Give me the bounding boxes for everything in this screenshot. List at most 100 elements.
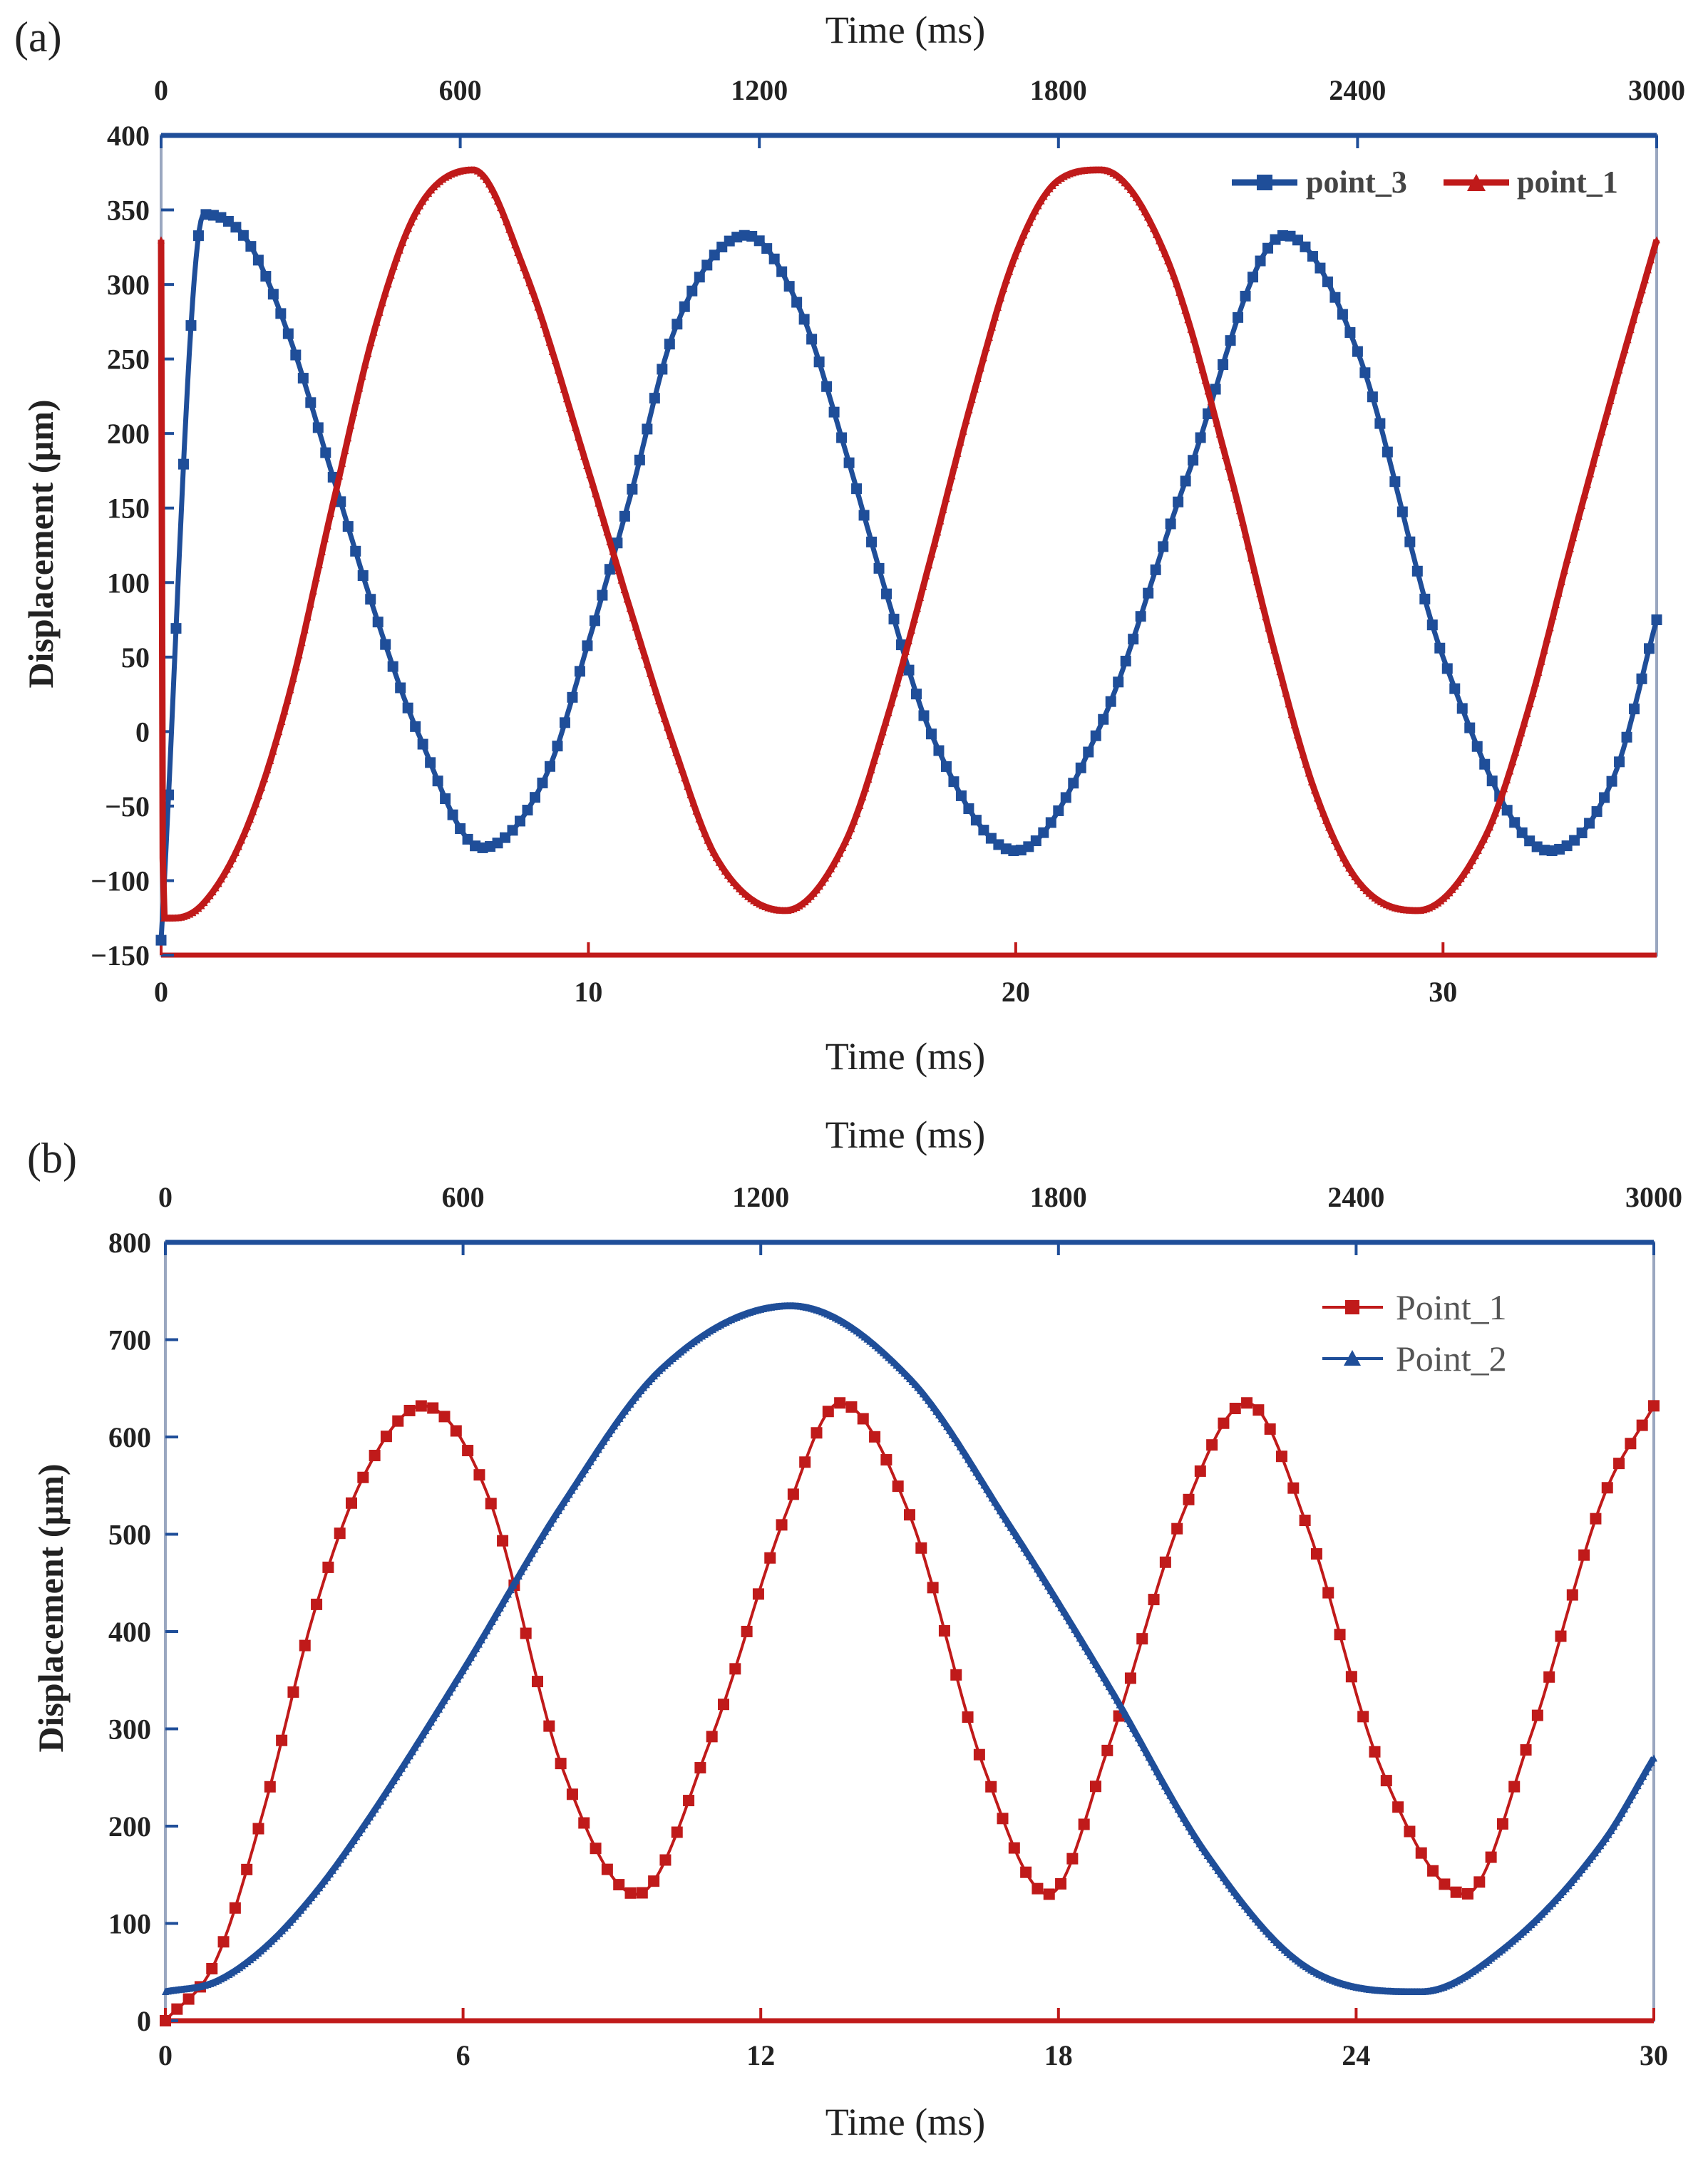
data-point (1259, 602, 1267, 609)
data-point (396, 246, 403, 254)
data-point (1342, 859, 1350, 867)
data-point (1132, 194, 1140, 202)
data-point (902, 647, 910, 655)
data-point (514, 249, 522, 257)
data-point (1285, 700, 1292, 708)
panel-a-ytick-label: 150 (107, 493, 150, 525)
data-point (309, 587, 317, 594)
data-point (1339, 854, 1347, 862)
data-point (671, 1826, 683, 1838)
data-point (252, 254, 264, 266)
data-point (1457, 875, 1465, 882)
data-point (601, 1863, 613, 1875)
data-point (357, 570, 369, 582)
data-point (851, 483, 863, 495)
data-point (858, 510, 870, 521)
data-point (1531, 1709, 1543, 1721)
data-point (1135, 198, 1143, 206)
data-point (597, 509, 605, 517)
data-point (350, 408, 358, 416)
data-point (1213, 419, 1220, 427)
data-point (356, 1829, 364, 1837)
data-point (1173, 496, 1184, 507)
data-point (623, 595, 631, 603)
data-point (965, 406, 973, 413)
data-point (171, 2003, 183, 2015)
data-point (229, 855, 237, 862)
data-point (1299, 1515, 1311, 1527)
data-point (1506, 767, 1514, 775)
data-point (1615, 1814, 1623, 1822)
data-point (1270, 646, 1278, 654)
data-point (1632, 306, 1640, 314)
data-point (1345, 864, 1353, 872)
data-point (264, 1781, 276, 1793)
data-point (249, 808, 257, 815)
data-point (931, 539, 939, 547)
data-point (1543, 635, 1551, 643)
data-point (555, 1758, 567, 1770)
data-point (1165, 518, 1176, 530)
data-point (899, 658, 907, 666)
data-point (226, 860, 234, 867)
data-point (1625, 1438, 1637, 1450)
data-point (879, 728, 887, 736)
data-point (729, 878, 737, 886)
data-point (1612, 376, 1620, 384)
data-point (1351, 872, 1359, 880)
data-point (1028, 1557, 1036, 1565)
data-point (1411, 565, 1423, 577)
data-point (1650, 1754, 1657, 1762)
data-point (885, 708, 892, 716)
data-point (1618, 1810, 1626, 1818)
data-point (951, 1435, 959, 1443)
data-point (1630, 316, 1637, 324)
data-point (1180, 1814, 1188, 1822)
data-point (281, 707, 289, 715)
data-point (1313, 794, 1321, 802)
data-point (850, 818, 858, 825)
legend-point-3-marker (1257, 175, 1272, 190)
data-point (536, 1536, 544, 1544)
data-point (1558, 578, 1565, 586)
data-point (989, 323, 997, 331)
data-point (1090, 730, 1101, 741)
data-point (1489, 816, 1497, 824)
data-point (1031, 1561, 1039, 1569)
data-point (857, 1413, 869, 1425)
data-point (408, 218, 416, 226)
data-point (626, 604, 634, 612)
data-point (505, 225, 513, 233)
data-point (1334, 1629, 1346, 1641)
data-point (813, 886, 820, 894)
data-point (1460, 870, 1468, 878)
data-point (1151, 1763, 1158, 1771)
data-point (329, 1866, 336, 1874)
data-point (1334, 843, 1342, 850)
data-point (1267, 635, 1275, 643)
data-point (971, 385, 979, 393)
data-point (267, 756, 274, 764)
data-point (1100, 1674, 1108, 1681)
data-point (373, 318, 381, 326)
data-point (380, 1431, 392, 1443)
data-point (865, 775, 873, 783)
data-point (1187, 325, 1195, 333)
data-point (1471, 741, 1483, 752)
data-point (278, 718, 286, 726)
data-point (392, 1415, 404, 1427)
data-point (1607, 396, 1615, 404)
data-point (643, 660, 651, 668)
data-point (1188, 455, 1199, 466)
data-point (1081, 1643, 1089, 1651)
data-point (320, 447, 331, 458)
data-point (411, 212, 418, 220)
data-point (531, 1545, 539, 1553)
data-point (443, 1692, 451, 1700)
data-point (799, 1456, 811, 1468)
data-point (1020, 231, 1028, 239)
data-point (1552, 601, 1560, 609)
data-point (163, 789, 174, 800)
data-point (692, 807, 700, 815)
data-point (1352, 346, 1363, 357)
